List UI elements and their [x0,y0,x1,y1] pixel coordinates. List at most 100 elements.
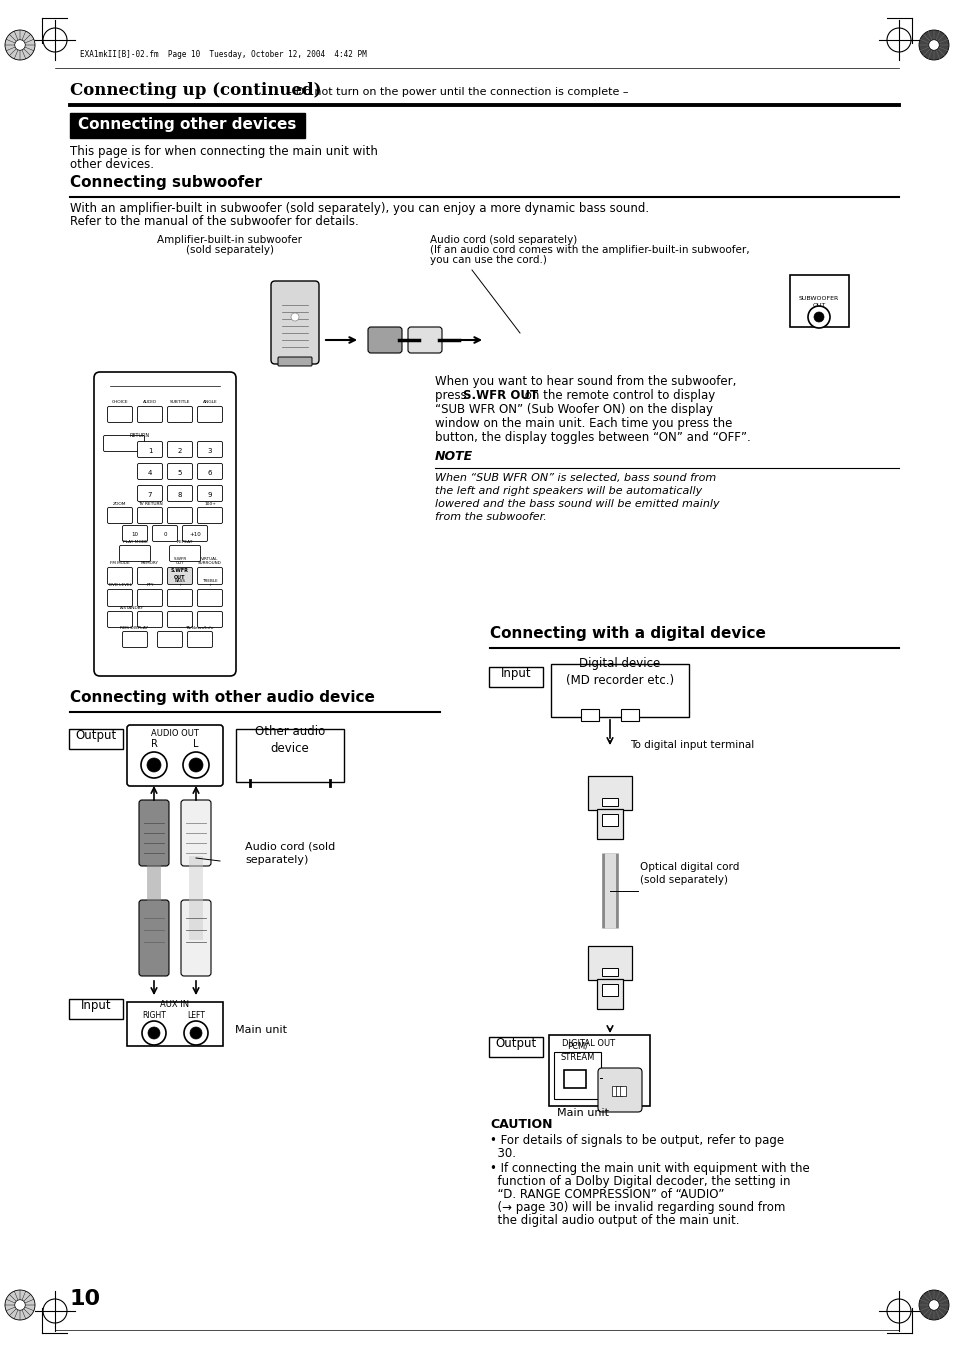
Circle shape [190,1027,202,1039]
Text: A.STANDBY: A.STANDBY [120,607,144,611]
FancyBboxPatch shape [181,900,211,975]
FancyBboxPatch shape [197,589,222,607]
Circle shape [184,1021,208,1046]
FancyBboxPatch shape [137,589,162,607]
Text: Main unit: Main unit [234,1025,287,1035]
Text: 4: 4 [148,470,152,476]
Circle shape [928,39,939,50]
Text: SUBTITLE: SUBTITLE [170,400,190,404]
FancyBboxPatch shape [127,1002,223,1046]
Text: RDS DISPLAY: RDS DISPLAY [120,626,148,630]
Text: When “SUB WFR ON” is selected, bass sound from: When “SUB WFR ON” is selected, bass soun… [435,473,716,484]
FancyBboxPatch shape [188,631,213,647]
FancyBboxPatch shape [127,725,223,786]
Circle shape [142,1021,166,1046]
FancyBboxPatch shape [137,485,162,501]
FancyBboxPatch shape [587,946,631,979]
FancyBboxPatch shape [197,567,222,585]
Circle shape [148,1027,160,1039]
FancyBboxPatch shape [168,567,193,585]
FancyBboxPatch shape [168,442,193,458]
Text: function of a Dolby Digital decoder, the setting in: function of a Dolby Digital decoder, the… [490,1175,790,1188]
Text: When you want to hear sound from the subwoofer,: When you want to hear sound from the sub… [435,376,736,388]
Text: S.WFR OUT: S.WFR OUT [462,389,537,403]
Circle shape [291,313,298,322]
FancyBboxPatch shape [580,709,598,721]
Text: 6: 6 [208,470,212,476]
Text: Refer to the manual of the subwoofer for details.: Refer to the manual of the subwoofer for… [70,215,358,228]
Text: 2: 2 [177,449,182,454]
FancyBboxPatch shape [197,407,222,423]
Text: Input: Input [500,667,531,680]
Text: NOTE: NOTE [435,450,473,463]
Text: OUT: OUT [174,576,186,580]
FancyBboxPatch shape [122,631,148,647]
FancyBboxPatch shape [197,463,222,480]
Text: Amplifier-built-in subwoofer: Amplifier-built-in subwoofer [157,235,302,245]
Text: 3: 3 [208,449,212,454]
Text: SUBWOOFER: SUBWOOFER [798,296,839,301]
FancyBboxPatch shape [489,1038,542,1056]
FancyBboxPatch shape [620,709,639,721]
Text: S.WFR
OUT: S.WFR OUT [173,557,187,565]
Text: PLAY MODE: PLAY MODE [122,540,148,544]
Text: This page is for when connecting the main unit with: This page is for when connecting the mai… [70,145,377,158]
FancyBboxPatch shape [368,327,401,353]
Text: Output: Output [75,730,116,742]
Text: FM MODE: FM MODE [111,561,130,565]
Text: TREBLE
+: TREBLE + [202,578,217,586]
FancyBboxPatch shape [168,612,193,627]
Text: ZOOM: ZOOM [113,503,127,507]
Text: AUX IN: AUX IN [160,1000,190,1009]
Text: RIGHT: RIGHT [142,1011,166,1020]
Text: 100+: 100+ [204,503,215,507]
FancyBboxPatch shape [182,526,208,542]
FancyBboxPatch shape [168,463,193,480]
Text: 1: 1 [148,449,152,454]
Text: Main unit: Main unit [557,1108,608,1119]
Text: To digital input terminal: To digital input terminal [629,740,754,750]
FancyBboxPatch shape [108,407,132,423]
FancyBboxPatch shape [489,667,542,688]
FancyBboxPatch shape [139,900,169,975]
Text: “SUB WFR ON” (Sub Woofer ON) on the display: “SUB WFR ON” (Sub Woofer ON) on the disp… [435,403,712,416]
Circle shape [5,1290,35,1320]
Text: 30.: 30. [490,1147,516,1161]
Text: other devices.: other devices. [70,158,153,172]
Bar [601,984,618,996]
Text: window on the main unit. Each time you press the: window on the main unit. Each time you p… [435,417,732,430]
FancyBboxPatch shape [108,567,132,585]
Text: OUT: OUT [811,303,825,308]
Text: Input: Input [81,998,112,1012]
Text: Audio cord (sold
separately): Audio cord (sold separately) [245,842,335,865]
FancyBboxPatch shape [197,508,222,523]
FancyBboxPatch shape [197,612,222,627]
Text: TV RETURN: TV RETURN [137,503,162,507]
Text: VIRTUAL
SURROUND: VIRTUAL SURROUND [198,557,222,565]
Circle shape [807,305,829,328]
Text: (sold separately): (sold separately) [186,245,274,255]
Text: EXA1mkII[B]-02.fm  Page 10  Tuesday, October 12, 2004  4:42 PM: EXA1mkII[B]-02.fm Page 10 Tuesday, Octob… [80,50,366,59]
FancyBboxPatch shape [139,800,169,866]
FancyBboxPatch shape [168,407,193,423]
Text: DVD LEVEL: DVD LEVEL [109,584,132,586]
Text: Optical digital cord
(sold separately): Optical digital cord (sold separately) [639,862,739,885]
FancyBboxPatch shape [70,113,305,138]
Text: from the subwoofer.: from the subwoofer. [435,512,546,521]
Text: (→ page 30) will be invalid regarding sound from: (→ page 30) will be invalid regarding so… [490,1201,784,1215]
Text: Connecting with a digital device: Connecting with a digital device [490,626,765,640]
FancyBboxPatch shape [108,612,132,627]
FancyBboxPatch shape [137,463,162,480]
Text: you can use the cord.): you can use the cord.) [430,255,546,265]
Text: ANGLE: ANGLE [202,400,217,404]
FancyBboxPatch shape [597,809,622,839]
FancyBboxPatch shape [103,435,144,451]
FancyBboxPatch shape [137,442,162,458]
Bar [563,1070,585,1088]
Text: press: press [435,389,470,403]
Text: Audio cord (sold separately): Audio cord (sold separately) [430,235,577,245]
Text: the digital audio output of the main unit.: the digital audio output of the main uni… [490,1215,739,1227]
Text: Main unit: Main unit [794,277,842,286]
Bar [601,815,618,825]
Circle shape [928,1300,939,1310]
